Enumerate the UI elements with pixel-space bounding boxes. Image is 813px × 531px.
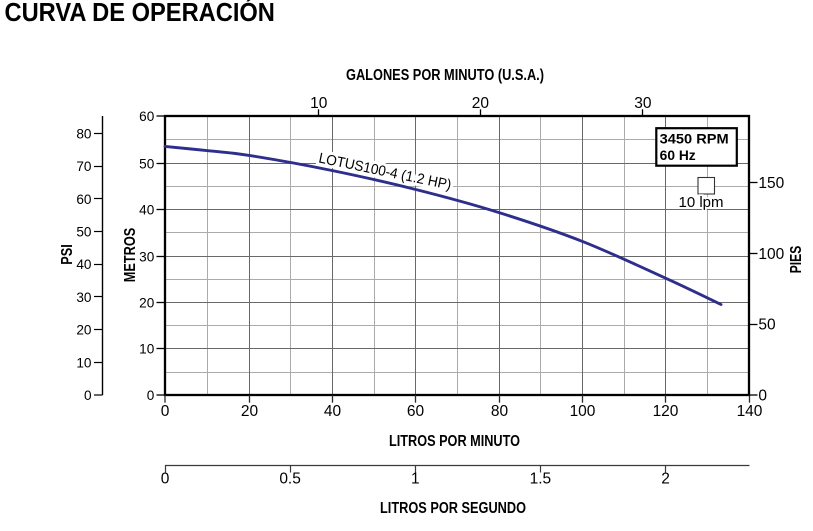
svg-text:80: 80 <box>491 403 509 420</box>
svg-text:40: 40 <box>324 403 342 420</box>
svg-text:0.5: 0.5 <box>279 471 301 488</box>
svg-text:2: 2 <box>661 471 670 488</box>
svg-text:40: 40 <box>139 203 155 218</box>
svg-text:LITROS POR SEGUNDO: LITROS POR SEGUNDO <box>380 500 526 517</box>
svg-text:METROS: METROS <box>122 227 139 282</box>
svg-text:20: 20 <box>241 403 259 420</box>
svg-text:1.5: 1.5 <box>530 471 552 488</box>
svg-text:CURVA DE OPERACIÓN: CURVA DE OPERACIÓN <box>5 0 275 27</box>
svg-text:100: 100 <box>758 246 784 263</box>
svg-text:PIES: PIES <box>788 246 805 274</box>
svg-text:70: 70 <box>76 159 92 174</box>
svg-text:PSI: PSI <box>59 244 76 265</box>
svg-text:30: 30 <box>139 250 155 265</box>
svg-text:10: 10 <box>76 355 92 370</box>
svg-text:10: 10 <box>139 342 155 357</box>
svg-text:140: 140 <box>737 403 763 420</box>
svg-text:20: 20 <box>139 296 155 311</box>
svg-text:100: 100 <box>570 403 596 420</box>
svg-text:30: 30 <box>76 290 92 305</box>
svg-text:3450 RPM: 3450 RPM <box>660 132 729 147</box>
svg-text:50: 50 <box>76 225 92 240</box>
svg-text:40: 40 <box>76 257 92 272</box>
svg-text:30: 30 <box>634 95 652 112</box>
svg-text:60: 60 <box>139 109 155 124</box>
svg-text:10 lpm: 10 lpm <box>678 194 723 211</box>
svg-text:60 Hz: 60 Hz <box>660 148 696 163</box>
svg-text:0: 0 <box>161 403 170 420</box>
svg-text:0: 0 <box>147 388 155 403</box>
svg-text:150: 150 <box>758 175 784 192</box>
svg-text:0: 0 <box>84 388 92 403</box>
svg-text:GALONES POR MINUTO (U.S.A.): GALONES POR MINUTO (U.S.A.) <box>346 67 544 84</box>
svg-text:120: 120 <box>653 403 679 420</box>
svg-text:10: 10 <box>310 95 328 112</box>
svg-text:0: 0 <box>758 388 767 405</box>
svg-text:80: 80 <box>76 127 92 142</box>
svg-text:20: 20 <box>472 95 490 112</box>
svg-text:20: 20 <box>76 323 92 338</box>
svg-text:1: 1 <box>411 471 420 488</box>
svg-text:0: 0 <box>161 471 170 488</box>
svg-text:60: 60 <box>407 403 425 420</box>
svg-text:50: 50 <box>758 317 776 334</box>
svg-text:LITROS POR MINUTO: LITROS POR MINUTO <box>389 433 520 450</box>
svg-text:60: 60 <box>76 192 92 207</box>
svg-text:50: 50 <box>139 157 155 172</box>
